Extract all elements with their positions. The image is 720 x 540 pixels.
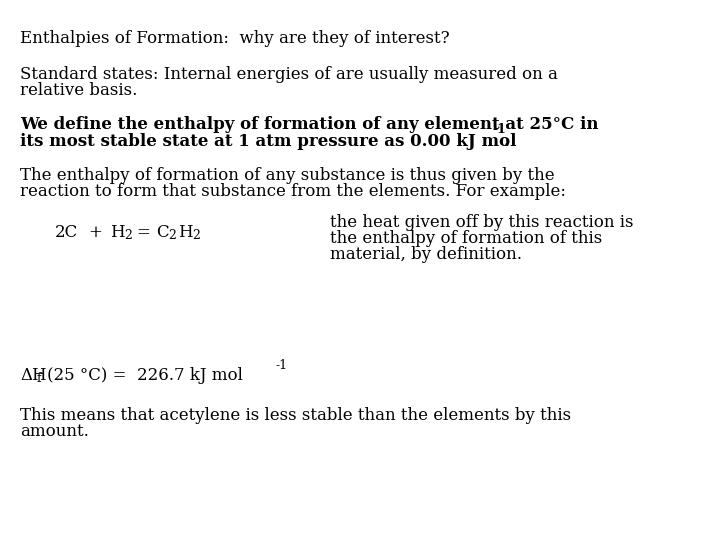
Text: 2: 2 (124, 229, 132, 242)
Text: 2: 2 (168, 229, 176, 242)
Text: reaction to form that substance from the elements. For example:: reaction to form that substance from the… (20, 183, 566, 200)
Text: relative basis.: relative basis. (20, 82, 138, 99)
Text: ΔH: ΔH (20, 367, 47, 384)
Text: material, by definition.: material, by definition. (330, 246, 522, 263)
Text: 2C: 2C (55, 224, 78, 241)
Text: H: H (178, 224, 193, 241)
Text: .: . (504, 133, 510, 150)
Text: Standard states: Internal energies of are usually measured on a: Standard states: Internal energies of ar… (20, 66, 558, 83)
Text: We define the enthalpy of formation of any element at 25°C in: We define the enthalpy of formation of a… (20, 116, 598, 133)
Text: H: H (110, 224, 125, 241)
Text: the enthalpy of formation of this: the enthalpy of formation of this (330, 230, 602, 247)
Text: -1: -1 (492, 123, 506, 136)
Text: Enthalpies of Formation:  why are they of interest?: Enthalpies of Formation: why are they of… (20, 30, 449, 47)
Text: =: = (136, 224, 150, 241)
Text: This means that acetylene is less stable than the elements by this: This means that acetylene is less stable… (20, 407, 571, 424)
Text: (25 °C) =  226.7 kJ mol: (25 °C) = 226.7 kJ mol (47, 367, 243, 384)
Text: the heat given off by this reaction is: the heat given off by this reaction is (330, 214, 634, 231)
Text: C: C (156, 224, 168, 241)
Text: its most stable state at 1 atm pressure as 0.00 kJ mol: its most stable state at 1 atm pressure … (20, 133, 516, 150)
Text: f: f (37, 372, 42, 385)
Text: -1: -1 (275, 359, 287, 372)
Text: +: + (88, 224, 102, 241)
Text: The enthalpy of formation of any substance is thus given by the: The enthalpy of formation of any substan… (20, 167, 554, 184)
Text: amount.: amount. (20, 423, 89, 440)
Text: 2: 2 (192, 229, 200, 242)
